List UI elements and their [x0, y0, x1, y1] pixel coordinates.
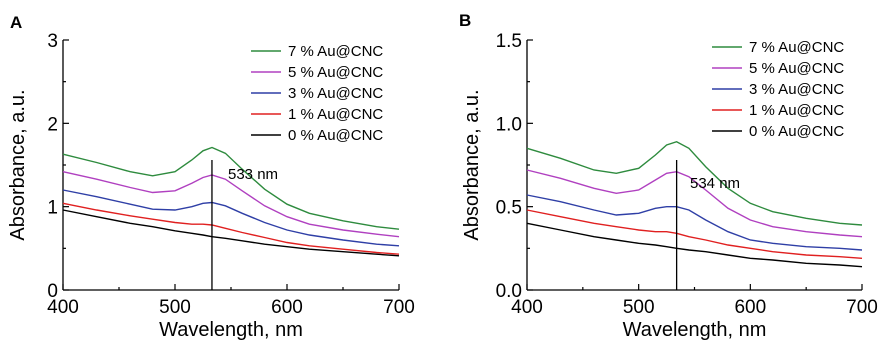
x-axis-title: Wavelength, nm — [623, 319, 767, 340]
series-line — [526, 169, 863, 238]
x-tick-label: 500 — [623, 297, 655, 318]
legend-label: 5 % Au@CNC — [288, 64, 383, 81]
legend-label: 7 % Au@CNC — [749, 39, 844, 56]
series-line — [526, 209, 863, 259]
series-line — [62, 209, 400, 257]
y-tick-label: 0 — [47, 281, 58, 302]
series-line — [526, 222, 863, 268]
panel-letter: A — [10, 13, 22, 32]
series-line — [526, 194, 863, 251]
legend-label: 3 % Au@CNC — [288, 85, 383, 102]
y-tick-label: 3 — [47, 31, 58, 52]
series-line — [62, 171, 400, 238]
legend-label: 3 % Au@CNC — [749, 81, 844, 98]
x-axis-title: Wavelength, nm — [159, 319, 303, 340]
legend-label: 5 % Au@CNC — [749, 60, 844, 77]
legend-label: 0 % Au@CNC — [749, 123, 844, 140]
panel-letter: B — [459, 11, 471, 30]
legend-label: 1 % Au@CNC — [749, 102, 844, 119]
x-tick-label: 700 — [383, 297, 415, 318]
x-tick-label: 600 — [271, 297, 303, 318]
series-line — [526, 140, 863, 226]
y-tick-label: 0.0 — [496, 281, 522, 302]
series-line — [62, 202, 400, 255]
series-line — [62, 189, 400, 247]
y-tick-label: 1.5 — [496, 31, 522, 52]
legend-label: 1 % Au@CNC — [288, 106, 383, 123]
x-tick-label: 500 — [159, 297, 191, 318]
series-line — [62, 146, 400, 230]
y-axis-title: Absorbance, a.u. — [461, 89, 483, 240]
legend-label: 0 % Au@CNC — [288, 127, 383, 144]
y-tick-label: 1.0 — [496, 114, 522, 135]
peak-annotation: 533 nm — [228, 166, 278, 183]
chart-panel-b: B 400 500 600 700 0.0 0.5 1.0 1.5 Wavelength, nm A… — [459, 11, 878, 340]
y-axis-title: Absorbance, a.u. — [7, 89, 29, 240]
peak-annotation: 534 nm — [690, 175, 740, 192]
x-tick-label: 400 — [511, 297, 543, 318]
x-tick-label: 400 — [47, 297, 79, 318]
legend-label: 7 % Au@CNC — [288, 43, 383, 60]
y-tick-label: 2 — [47, 114, 58, 135]
chart-panel-a: A 400 500 600 700 0 1 2 3 Wavelength, nm Absorbanc… — [7, 13, 415, 340]
y-tick-label: 1 — [47, 198, 58, 219]
x-tick-label: 700 — [846, 297, 878, 318]
y-tick-label: 0.5 — [496, 198, 522, 219]
x-tick-label: 600 — [734, 297, 766, 318]
